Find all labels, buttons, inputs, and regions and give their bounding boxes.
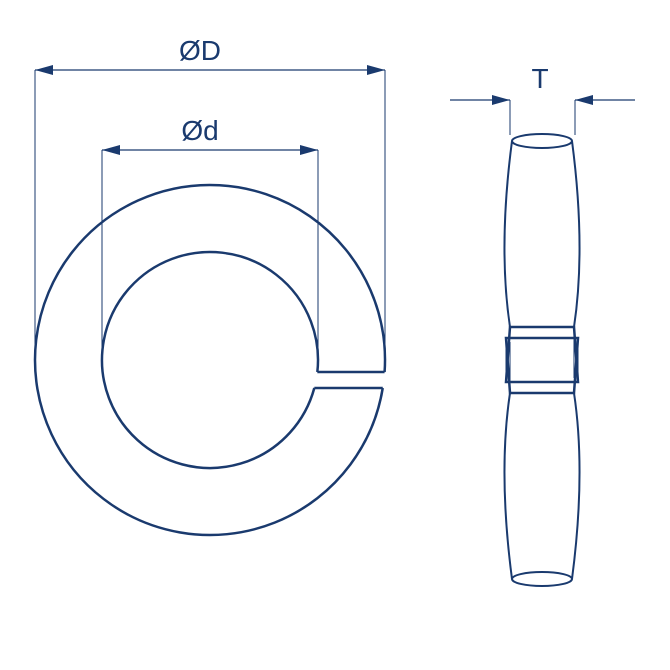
side-upper-tab — [506, 327, 578, 382]
dim-label-T: T — [531, 63, 548, 94]
dim-label-D: ØD — [179, 35, 221, 66]
dim-label-d: Ød — [181, 115, 218, 146]
front-inner-circle — [102, 252, 318, 468]
side-bottom-cap — [512, 572, 572, 586]
front-outer-circle — [35, 185, 385, 535]
side-top-cap — [512, 134, 572, 148]
side-lower-tab — [506, 338, 578, 393]
